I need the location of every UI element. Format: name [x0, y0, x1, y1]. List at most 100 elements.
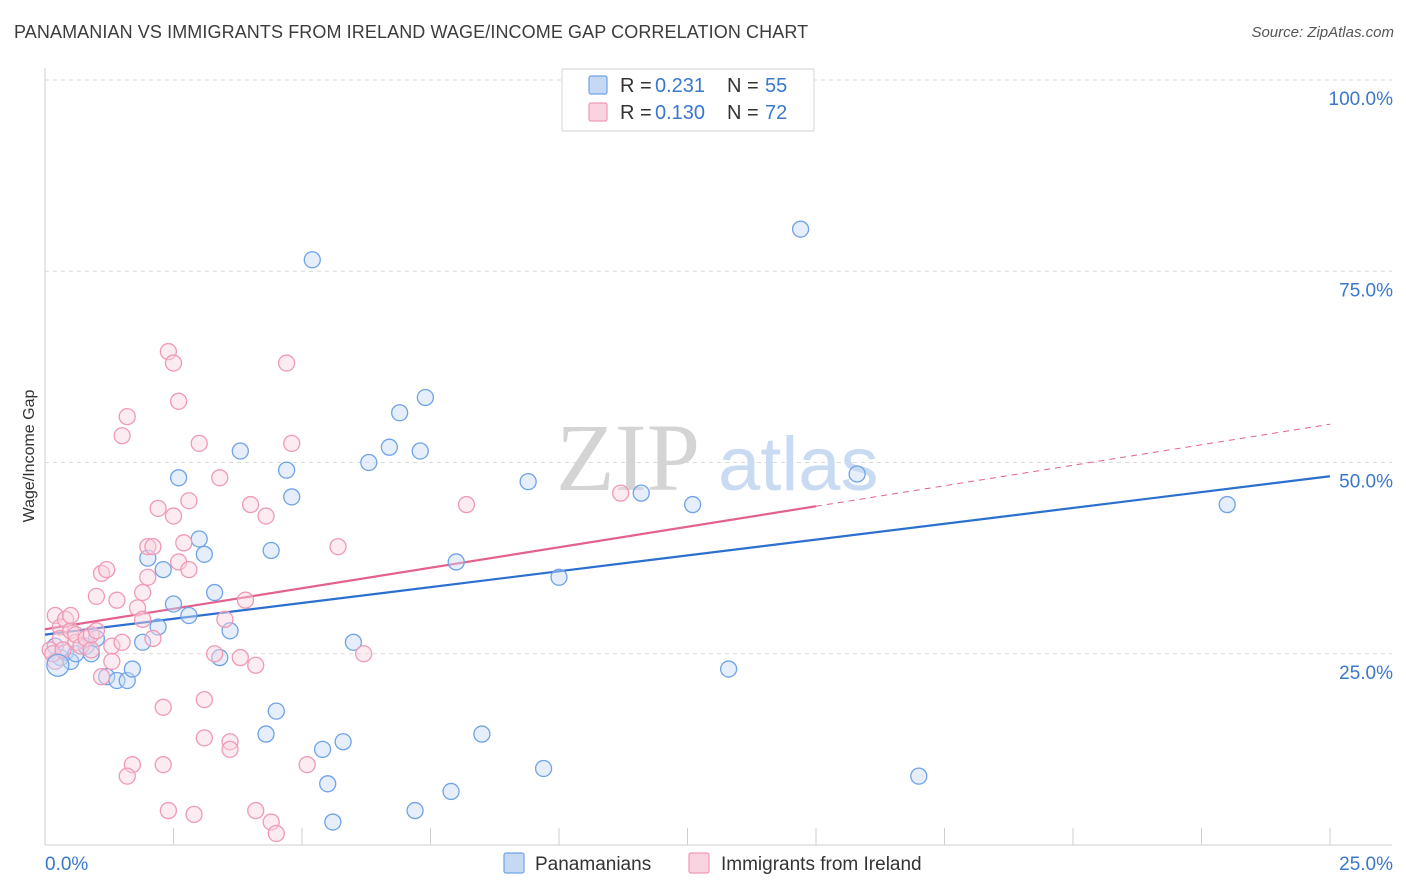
point-panamanians	[447, 553, 465, 571]
data-points	[41, 220, 1236, 843]
point-panamanians	[277, 461, 296, 479]
point-panamanians	[473, 725, 491, 743]
point-panamanians	[411, 442, 429, 460]
point-panamanians	[154, 560, 172, 579]
point-panamanians	[169, 469, 188, 487]
point-panamanians	[164, 595, 183, 613]
point-panamanians	[134, 633, 152, 651]
point-ireland	[82, 641, 100, 659]
point-panamanians	[231, 442, 249, 460]
point-ireland	[92, 668, 111, 686]
point-panamanians	[534, 759, 553, 778]
point-panamanians	[632, 484, 650, 502]
point-panamanians	[267, 702, 285, 720]
legend-entry-ireland: Immigrants from Ireland	[721, 854, 922, 875]
legend-r-value: 0.231	[655, 75, 705, 97]
point-ireland	[154, 698, 172, 716]
point-ireland	[236, 591, 255, 609]
point-ireland	[175, 534, 193, 552]
point-panamanians	[319, 775, 337, 793]
point-ireland	[139, 538, 157, 556]
source-label: Source: ZipAtlas.com	[1251, 24, 1394, 41]
point-ireland	[190, 434, 208, 453]
axes	[44, 68, 1392, 846]
point-panamanians	[406, 801, 424, 820]
watermark: ZIP atlas	[556, 404, 879, 511]
legend-r-label: R =	[620, 102, 652, 124]
point-ireland	[195, 729, 213, 747]
point-ireland	[211, 469, 229, 487]
trend-line-ireland-extrapolated	[815, 423, 1331, 507]
point-panamanians	[190, 530, 208, 548]
point-ireland	[329, 538, 347, 556]
legend-r-value: 0.130	[655, 102, 705, 124]
point-ireland	[267, 824, 285, 843]
legend-n-value: 72	[765, 102, 787, 124]
watermark-zip: ZIP	[556, 404, 700, 511]
point-ireland	[139, 568, 157, 586]
point-ireland	[164, 354, 183, 372]
chart-title: PANAMANIAN VS IMMIGRANTS FROM IRELAND WA…	[14, 22, 809, 42]
point-panamanians	[283, 488, 301, 506]
point-panamanians	[683, 495, 702, 514]
y-tick-label: 100.0%	[1329, 89, 1394, 110]
point-panamanians	[205, 583, 224, 602]
point-panamanians	[334, 733, 352, 751]
y-axis-label: Wage/Income Gap	[21, 390, 38, 523]
point-ireland	[216, 610, 234, 628]
point-ireland	[44, 645, 62, 663]
point-ireland	[134, 583, 152, 602]
point-panamanians	[550, 568, 568, 586]
point-ireland	[612, 484, 630, 502]
x-tick-label: 25.0%	[1339, 854, 1393, 875]
point-ireland	[169, 392, 188, 410]
legend-swatch-panamanians	[588, 75, 608, 95]
point-ireland	[118, 767, 136, 785]
point-ireland	[298, 756, 316, 774]
point-ireland	[149, 499, 167, 518]
stats-legend: R = 0.231 N = 55 R = 0.130 N = 72	[561, 68, 815, 132]
legend-entry-panamanians: Panamanians	[535, 854, 651, 875]
point-ireland	[108, 591, 126, 609]
point-ireland	[355, 645, 373, 663]
point-ireland	[221, 740, 239, 759]
point-panamanians	[519, 472, 537, 491]
point-panamanians	[324, 813, 342, 831]
point-panamanians	[344, 633, 363, 651]
trend-lines	[44, 423, 1331, 636]
point-ireland	[113, 427, 131, 445]
point-ireland	[103, 637, 121, 655]
legend-swatch-ireland	[588, 102, 608, 122]
point-panamanians	[46, 653, 70, 677]
tick-labels: 25.0% 50.0% 75.0% 100.0% 0.0% 25.0%	[45, 89, 1393, 875]
point-ireland	[159, 801, 178, 820]
watermark-atlas: atlas	[718, 422, 879, 507]
point-ireland	[457, 495, 476, 514]
point-ireland	[180, 560, 198, 579]
point-ireland	[134, 610, 152, 628]
point-ireland	[154, 756, 172, 774]
point-ireland	[118, 407, 136, 426]
point-panamanians	[262, 541, 280, 560]
point-panamanians	[303, 251, 321, 269]
point-panamanians	[123, 660, 142, 678]
point-ireland	[247, 656, 265, 674]
point-panamanians	[848, 465, 866, 483]
point-ireland	[283, 434, 301, 453]
x-tick-label: 0.0%	[45, 854, 88, 875]
point-ireland	[180, 492, 198, 510]
point-panamanians	[360, 453, 378, 472]
trend-line-ireland	[44, 505, 817, 631]
point-ireland	[98, 560, 116, 579]
point-ireland	[144, 629, 162, 648]
point-panamanians	[380, 438, 399, 456]
point-panamanians	[910, 767, 928, 785]
point-ireland	[87, 587, 106, 606]
point-panamanians	[791, 220, 810, 238]
point-ireland	[195, 691, 213, 709]
legend-swatch-panamanians	[503, 852, 525, 874]
point-ireland	[103, 652, 121, 671]
point-panamanians	[257, 725, 275, 743]
point-panamanians	[1218, 495, 1236, 514]
